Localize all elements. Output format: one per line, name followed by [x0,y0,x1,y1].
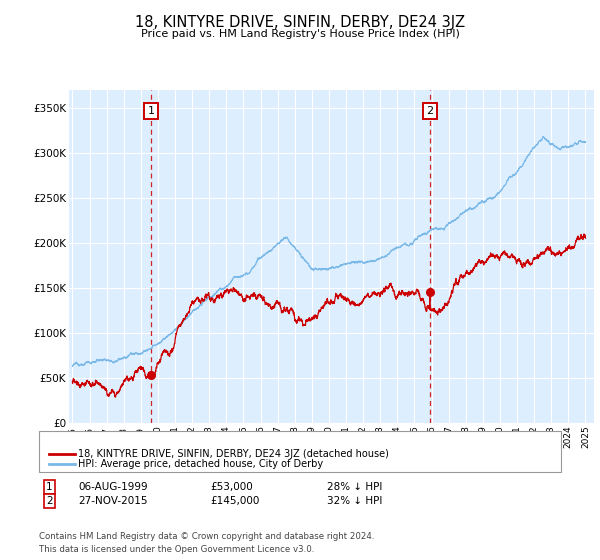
Text: £53,000: £53,000 [210,482,253,492]
Text: 18, KINTYRE DRIVE, SINFIN, DERBY, DE24 3JZ (detached house): 18, KINTYRE DRIVE, SINFIN, DERBY, DE24 3… [78,449,389,459]
Text: 06-AUG-1999: 06-AUG-1999 [78,482,148,492]
Text: Price paid vs. HM Land Registry's House Price Index (HPI): Price paid vs. HM Land Registry's House … [140,29,460,39]
Text: 1: 1 [46,482,53,492]
Text: 2: 2 [426,106,433,116]
Text: 1: 1 [148,106,155,116]
Text: HPI: Average price, detached house, City of Derby: HPI: Average price, detached house, City… [78,459,323,469]
Text: £145,000: £145,000 [210,496,259,506]
Text: Contains HM Land Registry data © Crown copyright and database right 2024.
This d: Contains HM Land Registry data © Crown c… [39,532,374,553]
Text: 2: 2 [46,496,53,506]
Text: 18, KINTYRE DRIVE, SINFIN, DERBY, DE24 3JZ: 18, KINTYRE DRIVE, SINFIN, DERBY, DE24 3… [135,15,465,30]
Text: 32% ↓ HPI: 32% ↓ HPI [327,496,382,506]
Text: 28% ↓ HPI: 28% ↓ HPI [327,482,382,492]
Text: 27-NOV-2015: 27-NOV-2015 [78,496,148,506]
